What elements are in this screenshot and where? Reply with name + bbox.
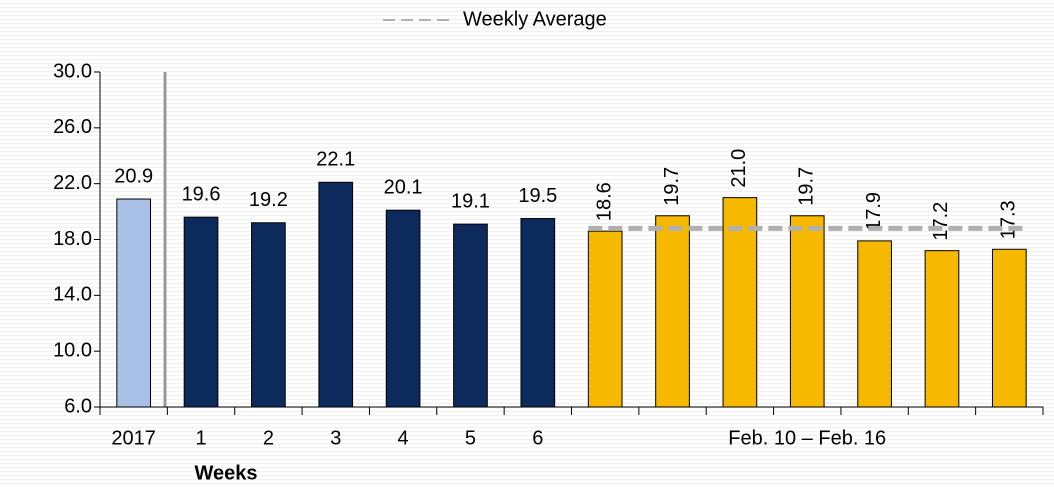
y-tick-label: 22.0 <box>53 172 92 194</box>
bar <box>857 240 892 408</box>
x-axis-label: Weeks <box>194 462 257 484</box>
bar <box>520 218 556 408</box>
value-label: 18.6 <box>593 182 615 221</box>
x-tick-label: 2 <box>263 427 274 449</box>
y-tick-label: 10.0 <box>53 339 92 361</box>
y-tick-label: 14.0 <box>53 284 92 306</box>
x-tick-label: 2017 <box>111 427 156 449</box>
value-label: 19.6 <box>182 183 221 205</box>
value-label: 19.5 <box>518 185 557 207</box>
value-label: 17.9 <box>863 192 885 231</box>
bar <box>251 222 286 408</box>
value-label: 20.1 <box>384 176 423 198</box>
bar <box>789 215 825 408</box>
value-label: 21.0 <box>728 149 750 188</box>
group-label: Feb. 10 – Feb. 16 <box>728 427 886 449</box>
x-tick-label: 6 <box>532 427 543 449</box>
x-tick-label: 3 <box>330 427 341 449</box>
bar <box>453 223 488 408</box>
value-label: 19.7 <box>796 167 818 206</box>
value-label: 20.9 <box>114 165 153 187</box>
value-label: 17.3 <box>998 200 1020 239</box>
bar <box>318 181 354 408</box>
x-tick-label: 5 <box>465 427 476 449</box>
value-label: 22.1 <box>316 149 355 171</box>
bar <box>991 248 1027 408</box>
y-tick-label: 18.0 <box>53 228 92 250</box>
legend-label: Weekly Average <box>463 8 607 30</box>
bar <box>385 209 421 408</box>
value-label: 17.2 <box>930 202 952 241</box>
bar <box>183 216 219 408</box>
bar <box>655 215 690 408</box>
x-tick-label: 1 <box>195 427 206 449</box>
value-label: 19.2 <box>249 189 288 211</box>
bar <box>924 250 960 408</box>
y-tick-label: 6.0 <box>64 395 92 417</box>
y-tick-label: 26.0 <box>53 116 92 138</box>
value-label: 19.1 <box>451 190 490 212</box>
value-label: 19.7 <box>661 167 683 206</box>
y-tick-label: 30.0 <box>53 60 92 82</box>
bar <box>587 230 623 408</box>
x-tick-label: 4 <box>398 427 409 449</box>
bar <box>116 198 152 408</box>
bar <box>722 197 758 408</box>
